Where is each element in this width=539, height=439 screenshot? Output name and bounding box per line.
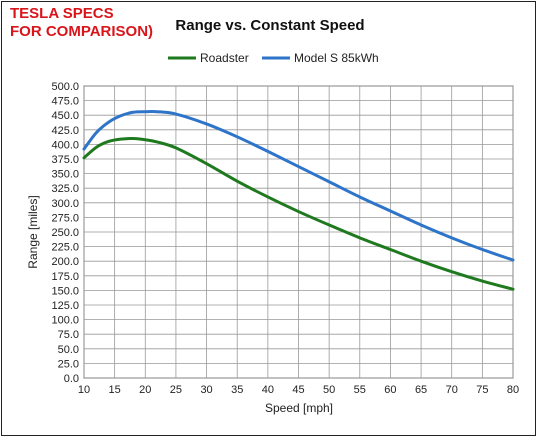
chart-title: Range vs. Constant Speed [175, 17, 364, 34]
x-tick-label: 50 [323, 384, 335, 396]
y-tick-label: 450.0 [51, 110, 79, 122]
y-tick-label: 275.0 [51, 212, 79, 224]
x-tick-label: 10 [78, 384, 90, 396]
x-tick-label: 25 [170, 384, 182, 396]
x-tick-label: 15 [109, 384, 121, 396]
y-tick-label: 75.0 [58, 329, 79, 341]
y-axis-ticks: 0.0 25.0 50.0 75.0 100.0 125.0 150.0 175.0 200.0… [51, 81, 79, 385]
overlay-note-line2: FOR COMPARISON) [10, 23, 154, 40]
series-line-model-s [82, 110, 515, 262]
x-tick-label: 45 [292, 384, 304, 396]
y-tick-label: 100.0 [51, 315, 79, 327]
y-tick-label: 175.0 [51, 271, 79, 283]
y-tick-label: 425.0 [51, 125, 79, 137]
overlay-note: TESLA SPECS FOR COMPARISON) [10, 5, 153, 41]
series-lines [82, 110, 515, 291]
x-tick-label: 55 [354, 384, 366, 396]
y-tick-label: 500.0 [51, 81, 79, 93]
y-tick-label: 400.0 [51, 139, 79, 151]
overlay-note-line1: TESLA SPECS [10, 5, 114, 22]
y-tick-label: 250.0 [51, 227, 79, 239]
y-tick-label: 325.0 [51, 183, 79, 195]
y-tick-label: 350.0 [51, 169, 79, 181]
x-tick-label: 40 [262, 384, 274, 396]
y-tick-label: 375.0 [51, 154, 79, 166]
legend-label-roadster: Roadster [200, 51, 249, 65]
x-tick-label: 75 [476, 384, 488, 396]
x-tick-label: 80 [507, 384, 519, 396]
x-tick-label: 65 [415, 384, 427, 396]
x-axis-label: Speed [mph] [265, 401, 333, 415]
y-tick-label: 125.0 [51, 300, 79, 312]
x-tick-label: 35 [231, 384, 243, 396]
x-tick-label: 60 [384, 384, 396, 396]
y-tick-label: 200.0 [51, 256, 79, 268]
legend-label-model-s: Model S 85kWh [294, 51, 379, 65]
series-line-roadster [82, 137, 515, 291]
x-axis-ticks: 10 15 20 25 30 35 40 45 50 55 60 65 70 75 80 [78, 384, 519, 396]
grid [83, 85, 514, 379]
y-tick-label: 50.0 [58, 344, 79, 356]
y-tick-label: 150.0 [51, 285, 79, 297]
y-tick-label: 300.0 [51, 198, 79, 210]
y-axis-label: Range [miles] [26, 195, 40, 268]
x-tick-label: 70 [446, 384, 458, 396]
y-tick-label: 0.0 [64, 373, 79, 385]
x-tick-label: 30 [200, 384, 212, 396]
x-tick-label: 20 [139, 384, 151, 396]
y-tick-label: 25.0 [58, 358, 79, 370]
legend: Roadster Model S 85kWh [168, 51, 379, 65]
y-tick-label: 225.0 [51, 242, 79, 254]
y-tick-label: 475.0 [51, 96, 79, 108]
